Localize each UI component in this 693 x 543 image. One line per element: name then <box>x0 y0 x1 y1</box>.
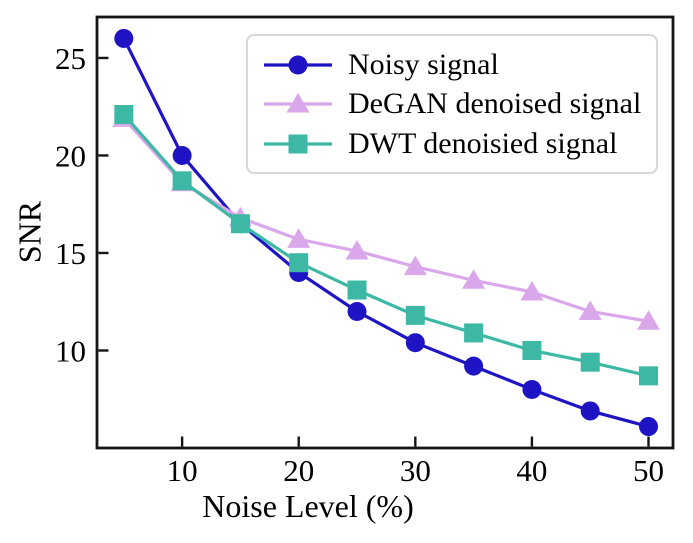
legend-label: Noisy signal <box>348 47 499 81</box>
svg-text:30: 30 <box>400 453 431 488</box>
legend-label: DeGAN denoised signal <box>348 87 642 120</box>
legend: Noisy signal DeGAN denoised signal DWT d… <box>246 34 658 174</box>
legend-item-dwt-denoisied: DWT denoisied signal <box>262 126 650 160</box>
svg-text:25: 25 <box>55 41 86 76</box>
svg-text:40: 40 <box>516 453 547 488</box>
svg-text:15: 15 <box>55 236 86 271</box>
legend-triangle-marker-icon <box>264 93 332 113</box>
y-axis-title: SNR <box>11 200 48 264</box>
svg-text:20: 20 <box>55 138 86 173</box>
svg-text:20: 20 <box>283 453 314 488</box>
svg-text:10: 10 <box>55 333 86 368</box>
svg-text:10: 10 <box>167 453 198 488</box>
legend-circle-marker-icon <box>264 55 332 74</box>
x-axis-title: Noise Level (%) <box>202 488 414 524</box>
legend-item-noisy-signal: Noisy signal <box>262 47 650 81</box>
svg-text:50: 50 <box>633 453 664 488</box>
legend-square-marker-icon <box>264 134 332 153</box>
legend-label: DWT denoisied signal <box>348 126 618 160</box>
legend-item-degan-denoised: DeGAN denoised signal <box>262 89 650 119</box>
